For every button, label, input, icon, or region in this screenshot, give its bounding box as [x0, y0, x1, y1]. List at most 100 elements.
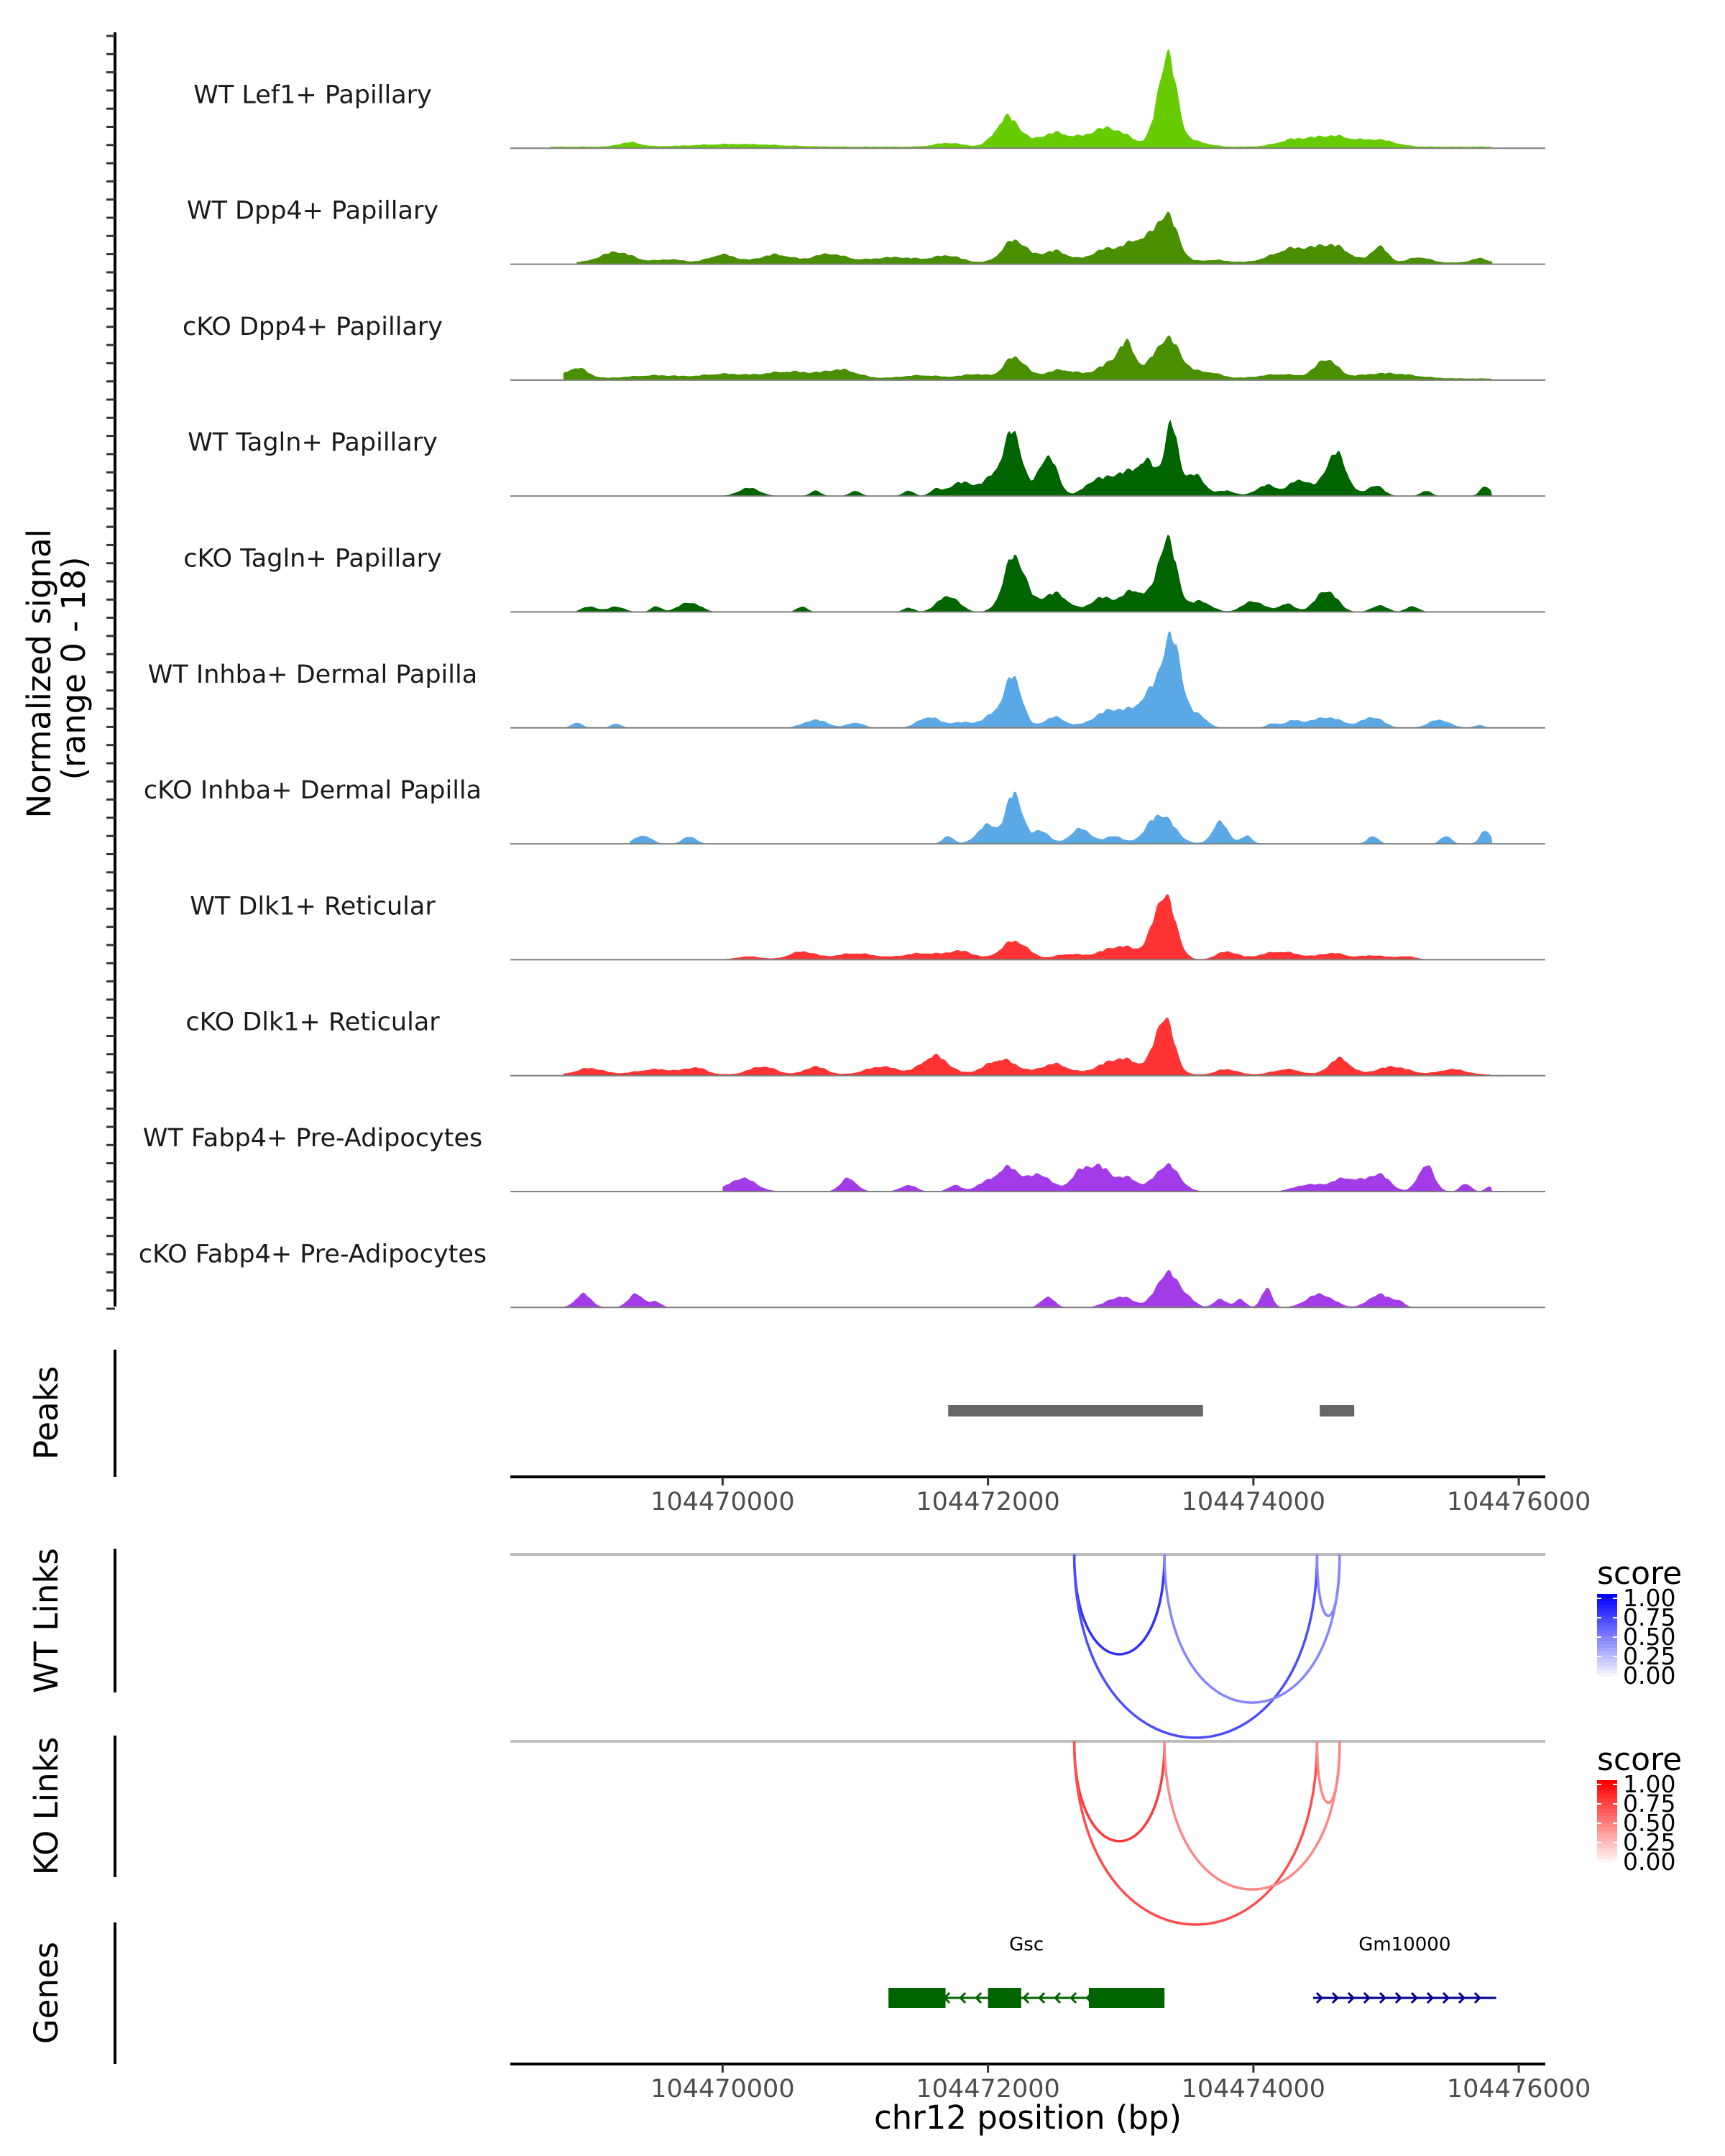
- legend-color-step: [1597, 1845, 1617, 1849]
- legend-color-step: [1597, 1673, 1617, 1677]
- legend-color-step: [1597, 1795, 1617, 1799]
- legend-color-step: [1597, 1830, 1617, 1835]
- legend-color-step: [1597, 1838, 1617, 1842]
- peak-region: [948, 1405, 1203, 1416]
- coverage-track: cKO Tagln+ Papillary: [183, 534, 1545, 613]
- x-tick-label: 104470000: [650, 1488, 794, 1516]
- legend-color-step: [1597, 1677, 1617, 1681]
- coverage-area: [722, 420, 1493, 497]
- gene-name-label: Gsc: [1009, 1934, 1044, 1955]
- coverage-area: [563, 1017, 1493, 1076]
- coverage-track: WT Inhba+ Dermal Papilla: [148, 631, 1545, 729]
- legend-color-step: [1597, 1605, 1617, 1609]
- gene-models: Gsc Gm10000: [888, 1934, 1496, 2008]
- x-tick-label: 104472000: [916, 1488, 1059, 1516]
- genes-track-title: Genes: [27, 1942, 65, 2044]
- link-arc: [1315, 1741, 1341, 1804]
- legend-color-step: [1597, 1619, 1617, 1623]
- legend-color-step: [1597, 1641, 1617, 1645]
- legend-color-step: [1597, 1616, 1617, 1620]
- coverage-track-label: cKO Tagln+ Papillary: [183, 545, 442, 573]
- strand-arrow: [1022, 1991, 1030, 2004]
- coverage-track: cKO Fabp4+ Pre-Adipocytes: [139, 1240, 1545, 1309]
- peak-region: [1320, 1405, 1355, 1416]
- gene-exon: [1088, 1988, 1165, 2008]
- peaks-track-title: Peaks: [27, 1366, 65, 1460]
- legend-color-step: [1597, 1648, 1617, 1652]
- coverage-track: cKO Dpp4+ Papillary: [183, 313, 1545, 381]
- coverage-track-label: WT Tagln+ Papillary: [188, 428, 438, 457]
- link-arc: [1072, 1741, 1319, 1926]
- strand-arrow: [1458, 1991, 1466, 2004]
- legend-color-step: [1597, 1612, 1617, 1616]
- coverage-y-ticks: [106, 34, 115, 1310]
- legend-color-step: [1597, 1852, 1617, 1856]
- link-arc: [1163, 1554, 1341, 1704]
- legend-tick-label: 0.50: [1623, 1623, 1675, 1651]
- coverage-track-label: WT Inhba+ Dermal Papilla: [148, 660, 477, 689]
- legend-color-step: [1597, 1634, 1617, 1638]
- peak-regions: [948, 1405, 1355, 1416]
- strand-arrow: [975, 1991, 983, 2004]
- coverage-track-label: cKO Dlk1+ Reticular: [185, 1008, 440, 1037]
- legend-tick-label: 0.75: [1623, 1789, 1675, 1818]
- coverage-area: [563, 335, 1493, 380]
- coverage-track: WT Fabp4+ Pre-Adipocytes: [143, 1124, 1545, 1192]
- legend-color-step: [1597, 1823, 1617, 1828]
- coverage-y-title-line1: Normalized signal: [20, 529, 58, 819]
- legend-color-step: [1597, 1637, 1617, 1641]
- link-arc: [1072, 1554, 1166, 1656]
- link-arc: [1072, 1554, 1319, 1739]
- legend-color-step: [1597, 1630, 1617, 1634]
- strand-arrow: [1070, 1991, 1077, 2004]
- genes-panel: Genes Gsc Gm10000 104470000 104472000 10447…: [27, 1922, 1591, 2137]
- legend-tick-label: 0.00: [1623, 1848, 1675, 1876]
- strand-arrow: [1347, 1991, 1356, 2004]
- strand-arrow: [1473, 1991, 1482, 2004]
- legend-title: score: [1597, 1741, 1682, 1778]
- legend-color-step: [1597, 1834, 1617, 1838]
- gene-exon: [888, 1988, 946, 2008]
- x-axis-top: 104470000 104472000 104474000 104476000: [650, 1477, 1591, 1516]
- legend-color-step: [1597, 1662, 1617, 1667]
- x-axis-title: chr12 position (bp): [874, 2099, 1182, 2137]
- legend-color-step: [1597, 1812, 1617, 1817]
- legend-tick-label: 1.00: [1623, 1584, 1675, 1612]
- coverage-tracks: WT Lef1+ Papillary WT Dpp4+ Papillary cKO …: [139, 49, 1545, 1309]
- legend-color-step: [1597, 1666, 1617, 1670]
- legend-tick-label: 0.75: [1623, 1603, 1675, 1631]
- legend-color-step: [1597, 1802, 1617, 1806]
- legend-color-step: [1597, 1601, 1617, 1606]
- peaks-panel: Peaks 104470000 104472000 104474000 1044760…: [27, 1350, 1591, 1516]
- legend-color-step: [1597, 1805, 1617, 1810]
- legend-color-step: [1597, 1669, 1617, 1674]
- legend-tick-label: 0.00: [1623, 1662, 1675, 1690]
- legend-color-step: [1597, 1623, 1617, 1627]
- gene-name-label: Gm10000: [1358, 1934, 1450, 1955]
- x-tick-label: 104474000: [1182, 1488, 1325, 1516]
- link-arc: [1163, 1741, 1341, 1891]
- legend-color-step: [1597, 1780, 1617, 1784]
- strand-arrow: [1410, 1991, 1419, 2004]
- legend-color-step: [1597, 1626, 1617, 1631]
- legend-color-step: [1597, 1856, 1617, 1860]
- coverage-track: cKO Dlk1+ Reticular: [185, 1008, 1545, 1077]
- coverage-track: cKO Inhba+ Dermal Papilla: [144, 776, 1545, 845]
- x-tick-label: 104472000: [916, 2075, 1059, 2104]
- legend-color-step: [1597, 1859, 1617, 1864]
- x-tick-label: 104476000: [1447, 2075, 1591, 2104]
- coverage-y-title: Normalized signal (range 0 - 18): [20, 519, 93, 819]
- x-axis-bottom: 104470000 104472000 104474000 104476000: [650, 2064, 1591, 2104]
- coverage-track: WT Dlk1+ Reticular: [190, 892, 1545, 961]
- coverage-area: [563, 1269, 1413, 1308]
- strand-arrow: [1442, 1991, 1450, 2004]
- legend-color-step: [1597, 1644, 1617, 1649]
- legend-color-step: [1597, 1809, 1617, 1813]
- legend-color-step: [1597, 1598, 1617, 1602]
- coverage-track-label: WT Dlk1+ Reticular: [190, 892, 436, 921]
- legend-color-step: [1597, 1659, 1617, 1663]
